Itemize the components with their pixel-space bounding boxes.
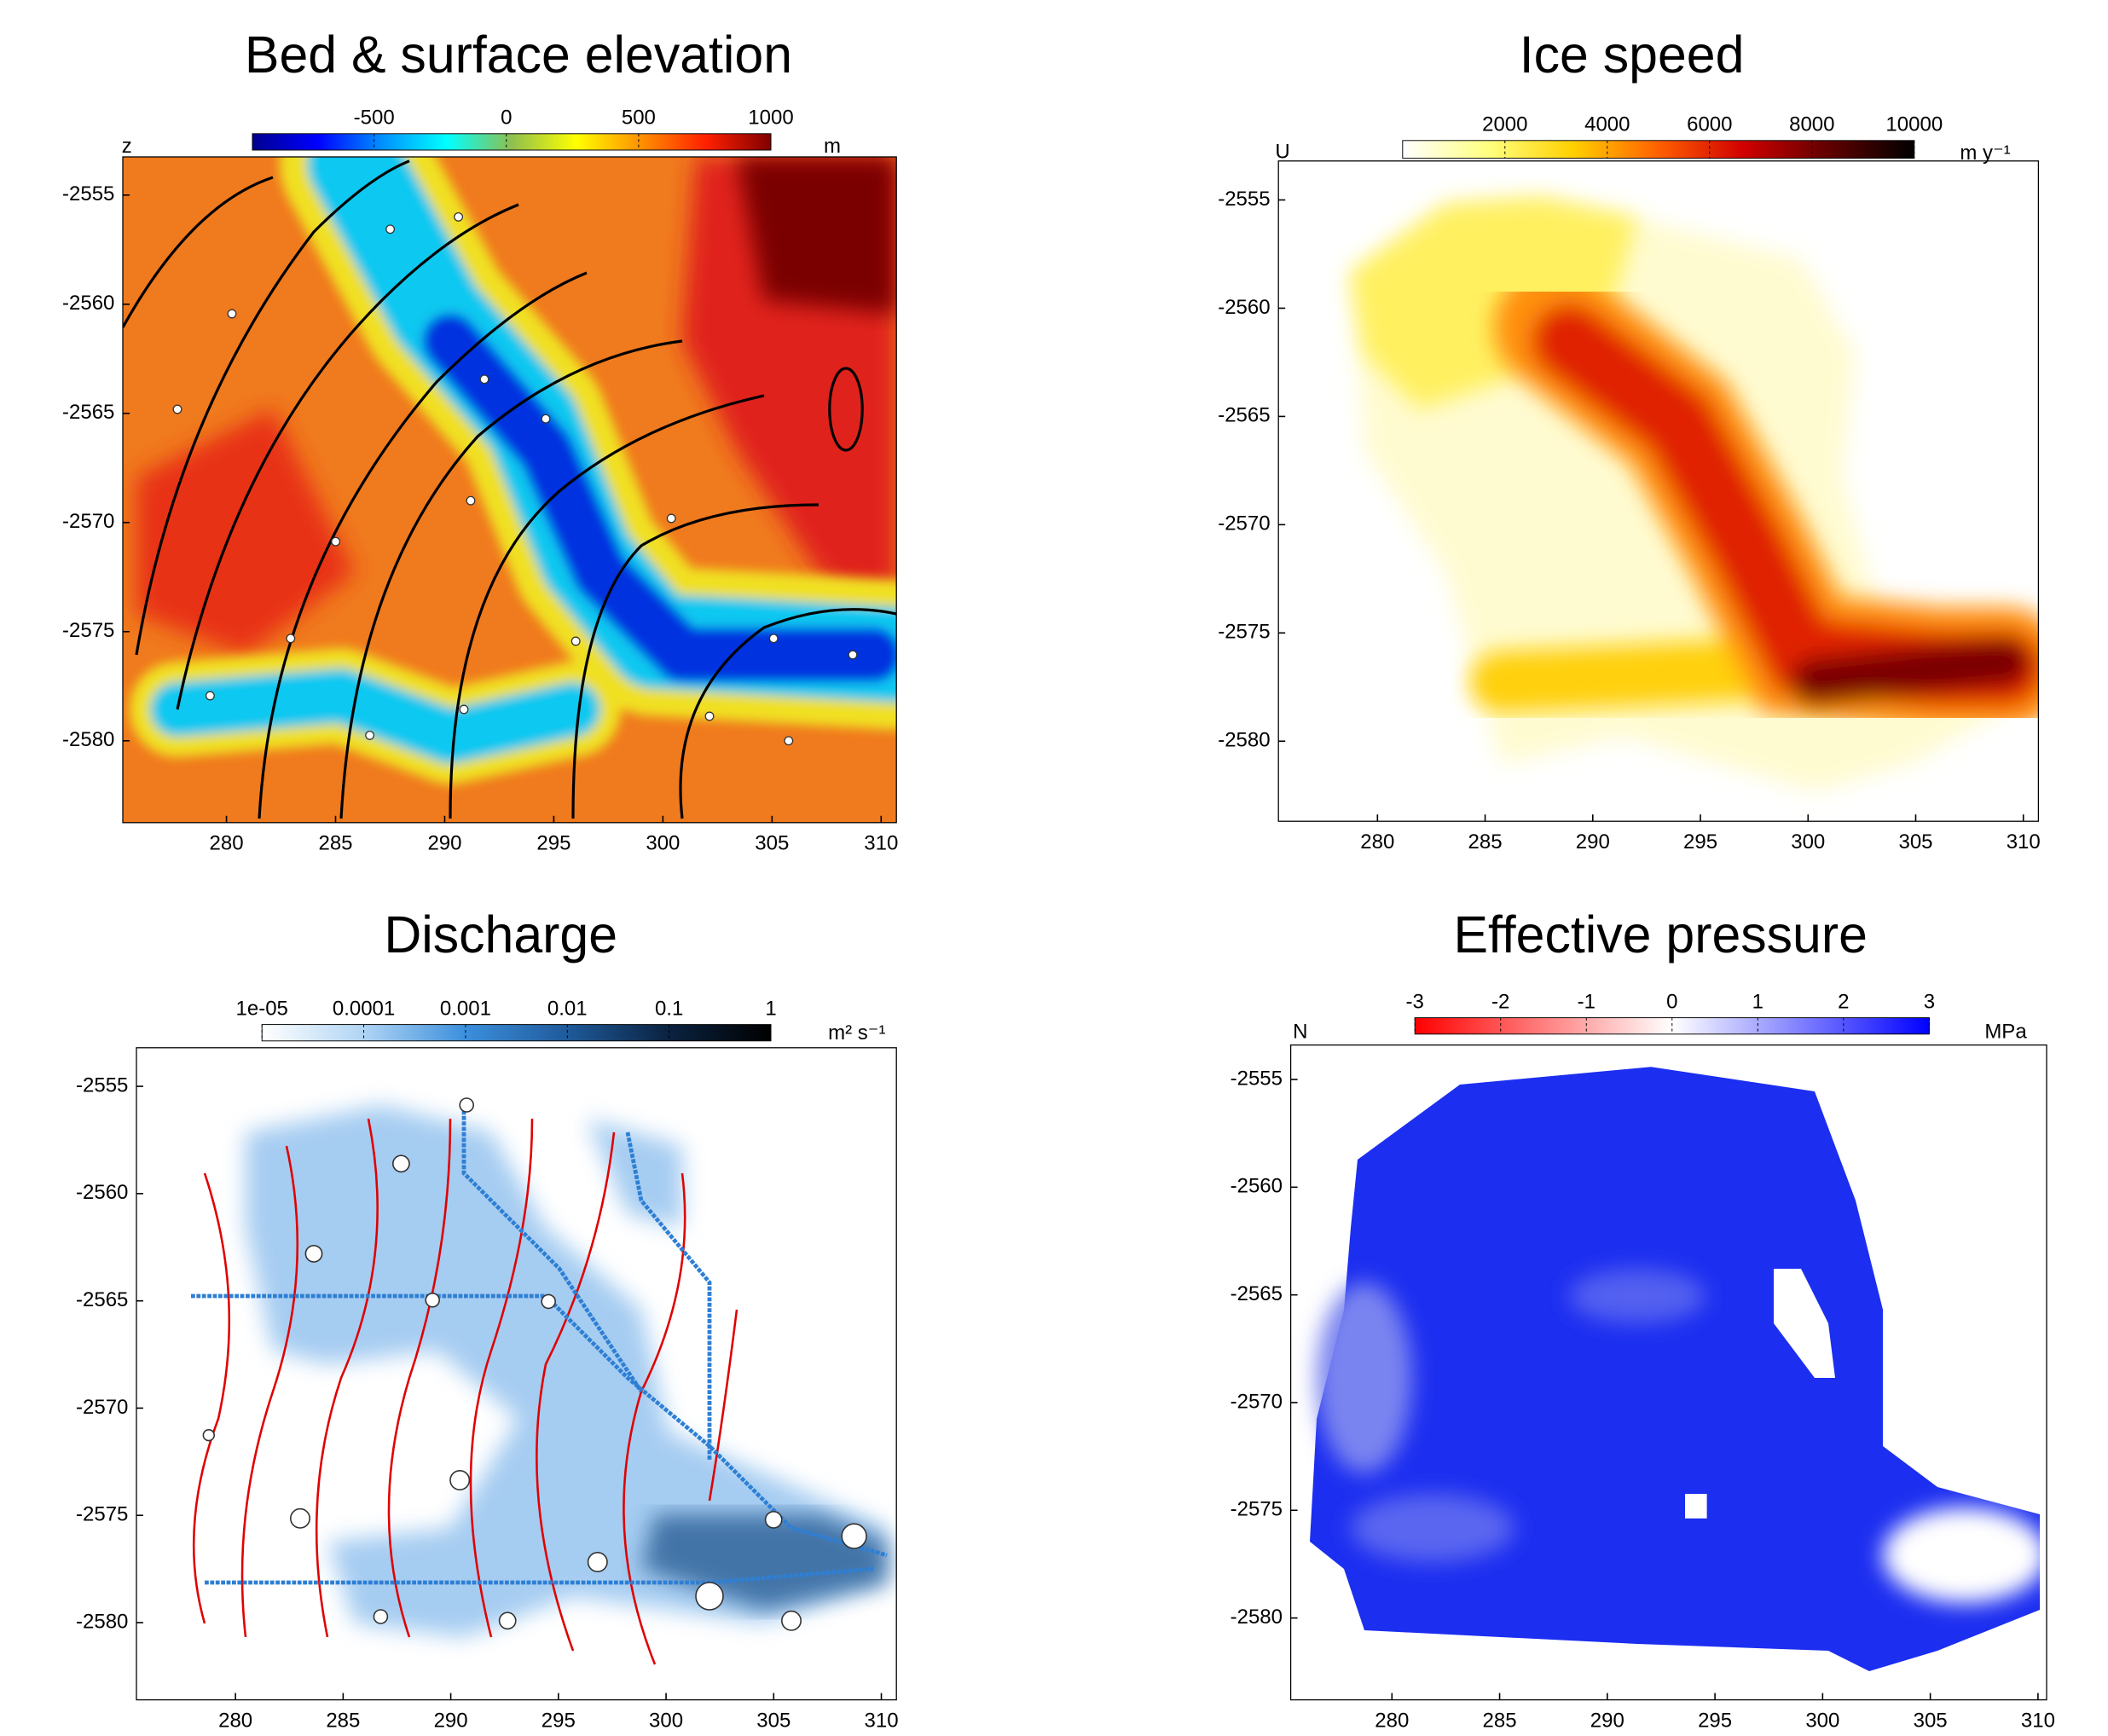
x-tick-label: 305 [1898, 830, 1932, 854]
colorbar-tick-label: 0.1 [655, 997, 683, 1020]
y-tick-label: -2560 [62, 292, 114, 315]
x-tick-label: 290 [1576, 830, 1610, 854]
colorbar-tick-label: 2 [1838, 990, 1849, 1013]
y-tick-label: -2575 [76, 1503, 128, 1526]
x-tick-label: 310 [2021, 1710, 2055, 1733]
figure: Bed & surface elevation28028529029530030… [0, 0, 2108, 1736]
colorbar-tick-label: -3 [1406, 990, 1424, 1013]
colorbar-label: N [1293, 1021, 1307, 1044]
x-tick-label: 300 [649, 1710, 683, 1733]
y-tick-label: -2575 [1218, 621, 1270, 644]
colorbar-tick-label: 1000 [748, 107, 793, 130]
x-tick-label: 290 [427, 832, 461, 855]
y-tick-label: -2570 [76, 1396, 128, 1419]
colorbar-tick-label: -500 [354, 107, 395, 130]
colorbar-tick-label: 500 [622, 107, 656, 130]
colorbar-tick-label: 1e-05 [236, 997, 288, 1020]
y-tick-label: -2575 [1231, 1498, 1283, 1521]
x-tick-label: 285 [318, 832, 352, 855]
x-tick-label: 285 [1468, 830, 1503, 854]
colorbar-tick-label: -2 [1491, 990, 1509, 1013]
elevation-field [123, 157, 896, 823]
y-tick-label: -2555 [1231, 1067, 1283, 1090]
colorbar-tick-label: 8000 [1789, 113, 1834, 136]
x-tick-label: 295 [536, 832, 570, 855]
x-tick-label: 295 [541, 1710, 576, 1733]
x-tick-label: 280 [1375, 1710, 1409, 1733]
y-tick-label: -2560 [1218, 296, 1270, 319]
y-tick-label: -2570 [62, 510, 114, 533]
y-tick-label: -2580 [76, 1610, 128, 1633]
x-tick-label: 310 [865, 1710, 899, 1733]
y-tick-label: -2580 [62, 728, 114, 751]
x-tick-label: 280 [218, 1710, 252, 1733]
x-tick-label: 285 [326, 1710, 360, 1733]
y-tick-label: -2565 [1218, 404, 1270, 427]
colorbar-tick-label: 0.001 [440, 997, 491, 1020]
colorbar-tick-label: 0 [1666, 990, 1677, 1013]
y-tick-label: -2570 [1231, 1390, 1283, 1413]
x-tick-label: 300 [646, 832, 680, 855]
chart-title: Discharge [384, 906, 617, 963]
colorbar [252, 134, 771, 150]
x-tick-label: 285 [1483, 1710, 1517, 1733]
colorbar-tick-label: 0.01 [547, 997, 588, 1020]
colorbar-tick-label: 3 [1924, 990, 1935, 1013]
chart-title: Ice speed [1520, 26, 1745, 84]
colorbar-label: U [1275, 141, 1289, 164]
colorbar-tick-label: 0 [501, 107, 512, 130]
colorbar-tick-label: 4000 [1584, 113, 1630, 136]
y-tick-label: -2555 [62, 182, 114, 205]
colorbar-tick-label: 0.0001 [333, 997, 395, 1020]
x-tick-label: 305 [756, 1710, 790, 1733]
y-tick-label: -2565 [62, 401, 114, 424]
y-tick-label: -2565 [76, 1288, 128, 1311]
colorbar-tick-label: 2000 [1482, 113, 1527, 136]
y-tick-label: -2565 [1231, 1282, 1283, 1305]
colorbar-unit: m [824, 135, 841, 158]
x-tick-label: 295 [1683, 830, 1717, 854]
x-tick-label: 310 [864, 832, 898, 855]
colorbar [1403, 141, 1914, 159]
colorbar-tick-label: 6000 [1687, 113, 1732, 136]
y-tick-label: -2560 [1231, 1175, 1283, 1198]
colorbar [262, 1025, 771, 1041]
x-tick-label: 280 [210, 832, 244, 855]
x-tick-label: 290 [1590, 1710, 1624, 1733]
page: Bed & surface elevation28028529029530030… [0, 0, 2108, 1736]
x-tick-label: 300 [1805, 1710, 1839, 1733]
colorbar-tick-label: -1 [1578, 990, 1595, 1013]
chart-title: Effective pressure [1453, 906, 1868, 963]
x-tick-label: 300 [1791, 830, 1825, 854]
colorbar-unit: m y⁻¹ [1960, 142, 2010, 165]
y-tick-label: -2570 [1218, 512, 1270, 535]
y-tick-label: -2580 [1231, 1606, 1283, 1629]
colorbar-tick-label: 10000 [1885, 113, 1943, 136]
colorbar-unit: MPa [1984, 1021, 2027, 1044]
x-tick-label: 310 [2007, 830, 2041, 854]
x-tick-label: 290 [434, 1710, 468, 1733]
y-tick-label: -2575 [62, 619, 114, 642]
x-tick-label: 295 [1698, 1710, 1732, 1733]
y-tick-label: -2555 [76, 1073, 128, 1097]
y-tick-label: -2580 [1218, 729, 1270, 752]
pressure-field [1310, 1067, 2047, 1671]
colorbar-tick-label: 1 [1752, 990, 1763, 1013]
colorbar-tick-label: 1 [765, 997, 776, 1020]
x-tick-label: 305 [755, 832, 789, 855]
x-tick-label: 305 [1914, 1710, 1948, 1733]
colorbar-unit: m² s⁻¹ [828, 1021, 885, 1044]
y-tick-label: -2555 [1218, 188, 1270, 211]
discharge-field [191, 1098, 887, 1664]
speed-field [1351, 198, 2019, 791]
x-tick-label: 280 [1360, 830, 1394, 854]
colorbar-label: z [122, 135, 132, 158]
y-tick-label: -2560 [76, 1181, 128, 1204]
chart-title: Bed & surface elevation [245, 26, 792, 84]
